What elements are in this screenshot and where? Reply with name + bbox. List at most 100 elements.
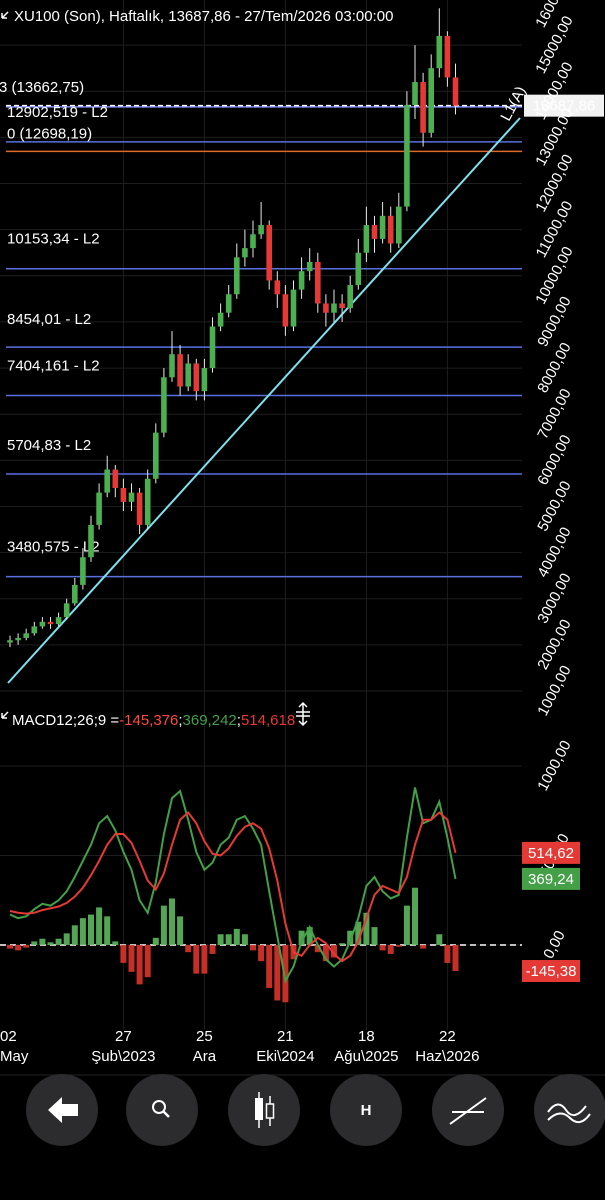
candle-body bbox=[201, 368, 208, 392]
candle-body bbox=[396, 206, 402, 244]
histogram-bar bbox=[225, 934, 232, 945]
histogram-bar bbox=[217, 934, 224, 945]
candle-body bbox=[128, 492, 135, 502]
histogram-bar bbox=[322, 945, 329, 962]
trend-line bbox=[7, 117, 521, 684]
chart-title: XU100 (Son), Haftalık, 13687,86 - 27/Tem… bbox=[14, 8, 393, 25]
candle-body bbox=[355, 252, 362, 286]
histogram-bar bbox=[387, 945, 394, 954]
back-button[interactable] bbox=[26, 1074, 98, 1146]
value-badge bbox=[522, 841, 580, 864]
indicator-button[interactable] bbox=[534, 1074, 605, 1146]
value-badge-label: -145,38 bbox=[526, 963, 577, 980]
candle-body bbox=[55, 617, 62, 625]
histogram-bar bbox=[436, 934, 443, 945]
price-badge-label: 13687,86 bbox=[533, 98, 596, 115]
candle-body bbox=[339, 303, 345, 309]
histogram-bar bbox=[23, 945, 30, 948]
histogram-bar bbox=[395, 945, 402, 947]
histogram-bar bbox=[96, 907, 103, 945]
histogram-bar bbox=[160, 905, 167, 945]
level-label: 5704,83 - L2 bbox=[7, 437, 91, 454]
level-label: 3 (13662,75) bbox=[0, 79, 84, 96]
candle-body bbox=[331, 303, 337, 313]
candle-body bbox=[185, 363, 191, 387]
indicator-icon bbox=[547, 1103, 587, 1117]
histogram-bar bbox=[55, 938, 62, 945]
candle-body bbox=[306, 261, 313, 272]
histogram-bar bbox=[79, 918, 86, 945]
level-label: 10153,34 - L2 bbox=[7, 231, 100, 248]
candle-body bbox=[153, 432, 159, 479]
search-button[interactable] bbox=[126, 1074, 198, 1146]
candles bbox=[7, 8, 459, 648]
candle-body bbox=[112, 469, 119, 489]
histogram-bar bbox=[144, 945, 151, 978]
candle-body bbox=[363, 225, 370, 253]
histogram-bar bbox=[347, 930, 354, 945]
histogram-bar bbox=[169, 898, 175, 945]
toolbar: H bbox=[26, 1074, 605, 1146]
x-tick-label: 22 Haz\2026 bbox=[415, 1028, 479, 1065]
histogram-bar bbox=[282, 945, 289, 1003]
candle-body bbox=[323, 303, 329, 313]
level-label: 7404,161 - L2 bbox=[7, 358, 100, 375]
candle-body bbox=[315, 261, 321, 304]
candle-body bbox=[217, 312, 224, 327]
candle-body bbox=[436, 35, 443, 69]
candle-icon bbox=[255, 1098, 263, 1120]
candle-body bbox=[39, 621, 46, 627]
candle-body bbox=[371, 225, 378, 239]
candle-body bbox=[379, 215, 386, 239]
histogram-bar bbox=[403, 905, 410, 945]
histogram-bar bbox=[71, 925, 78, 945]
macd-header-part: 369,242 bbox=[183, 712, 237, 729]
collapse-icon[interactable] bbox=[1, 11, 9, 19]
candle-body bbox=[23, 633, 29, 638]
chart-type-button[interactable] bbox=[228, 1074, 300, 1146]
candle-body bbox=[80, 557, 86, 585]
candle-icon bbox=[265, 1103, 275, 1119]
macd-header: MACD12;26;9 =-145,376;369,242;514,618 bbox=[12, 712, 295, 729]
candle-body bbox=[169, 354, 175, 378]
candle-body bbox=[225, 294, 232, 313]
candle-body bbox=[96, 492, 102, 525]
histogram-bar bbox=[250, 945, 256, 951]
x-tick-label: 25 Ara bbox=[193, 1028, 217, 1065]
histogram-bar bbox=[420, 945, 427, 949]
histogram-bar bbox=[258, 945, 265, 962]
histogram-bar bbox=[112, 941, 119, 945]
candle-body bbox=[347, 285, 353, 309]
resize-handle[interactable] bbox=[296, 701, 310, 727]
candle-body bbox=[420, 82, 426, 133]
histogram-bar bbox=[298, 930, 305, 945]
candle-body bbox=[47, 621, 54, 625]
candle-body bbox=[161, 377, 167, 433]
histogram-bar bbox=[39, 938, 46, 945]
candle-body bbox=[209, 326, 216, 369]
candle-body bbox=[387, 215, 394, 244]
button-bg bbox=[228, 1074, 300, 1146]
level-label: 12902,519 - L2 bbox=[7, 104, 108, 121]
draw-button[interactable] bbox=[432, 1074, 504, 1146]
x-tick-label: 02 May bbox=[0, 1028, 29, 1065]
value-badge-label: 514,62 bbox=[528, 845, 574, 862]
histogram-bar bbox=[177, 916, 184, 945]
histogram-bar bbox=[193, 945, 200, 974]
candle-body bbox=[290, 289, 297, 327]
collapse-icon[interactable] bbox=[1, 711, 9, 719]
candle-body bbox=[274, 280, 281, 295]
levels: 3 (13662,75) 12902,519 - L2 0 (12698,19) 10… bbox=[0, 79, 604, 578]
candle-body bbox=[298, 271, 305, 290]
indicator-icon bbox=[547, 1112, 591, 1124]
period-button[interactable]: H bbox=[330, 1074, 402, 1146]
macd-header-part: ; bbox=[237, 712, 241, 729]
histogram-bar bbox=[274, 945, 281, 1001]
histogram-bar bbox=[379, 945, 386, 951]
grid bbox=[0, 0, 522, 1030]
period-label: H bbox=[361, 1102, 372, 1119]
candle-body bbox=[404, 105, 410, 207]
x-tick-label: 27 Şub\2023 bbox=[91, 1028, 155, 1065]
candle-body bbox=[234, 257, 240, 295]
